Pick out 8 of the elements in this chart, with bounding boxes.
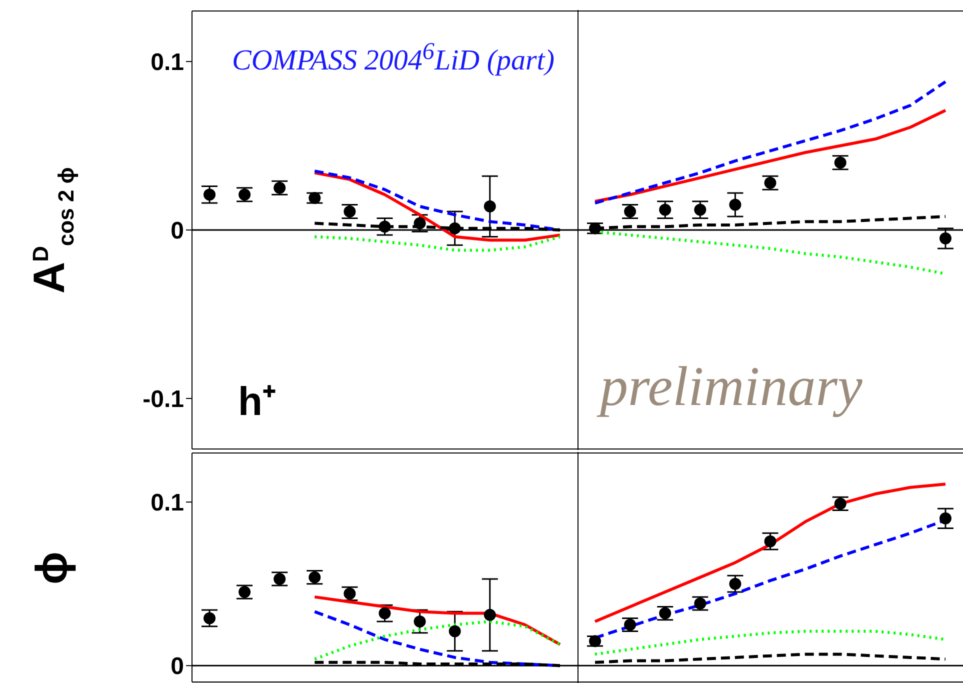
y-tick-label: 0	[170, 218, 184, 245]
y-tick-label: 0.1	[150, 490, 184, 517]
annotation: h⁺	[238, 379, 276, 426]
y-tick-label: 0.1	[150, 49, 184, 76]
y-axis-title: ϕ	[26, 551, 77, 584]
y-tick-label: -0.1	[142, 386, 184, 413]
annotation: COMPASS 2004$^{6}$LiD (part)	[232, 38, 555, 78]
y-tick-label: 0	[170, 653, 184, 680]
